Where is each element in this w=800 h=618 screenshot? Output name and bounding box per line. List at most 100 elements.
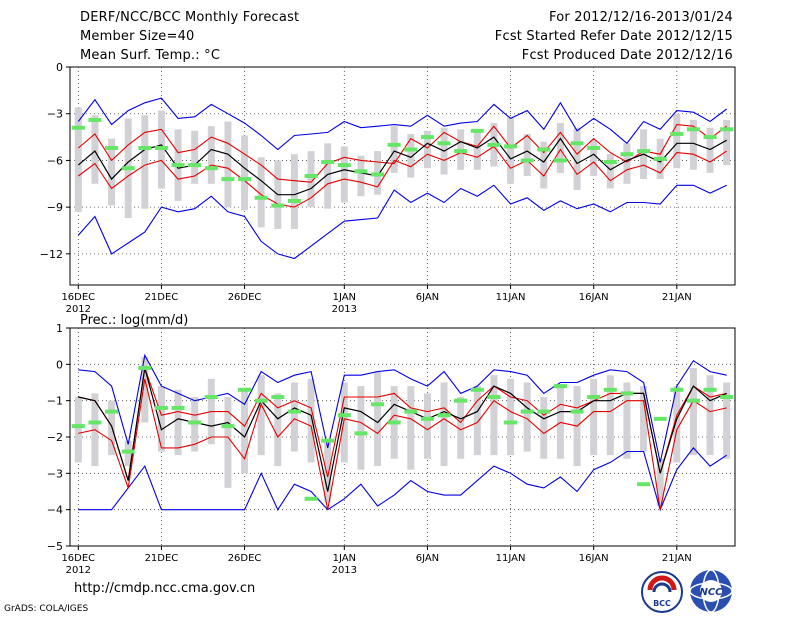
y-tick-label: −6 bbox=[47, 154, 63, 167]
precipitation-title: Prec.: log(mm/d) bbox=[80, 313, 188, 328]
observed-marker bbox=[138, 145, 152, 150]
ensemble-box bbox=[257, 375, 265, 456]
observed-marker bbox=[553, 158, 567, 163]
observed-marker bbox=[420, 416, 434, 421]
ensemble-box bbox=[91, 115, 99, 184]
ensemble-box bbox=[540, 397, 548, 459]
ensemble-box bbox=[689, 367, 697, 456]
y-tick-label: 1 bbox=[56, 322, 63, 335]
ensemble-box bbox=[623, 382, 631, 459]
observed-marker bbox=[504, 420, 518, 425]
observed-marker bbox=[653, 156, 667, 161]
lower-spread-line bbox=[77, 145, 728, 208]
max-line bbox=[78, 353, 727, 463]
observed-marker bbox=[703, 135, 717, 140]
observed-marker bbox=[504, 144, 518, 149]
x-tick-sublabel: 2012 bbox=[66, 304, 91, 315]
upper-spread-line bbox=[78, 367, 727, 481]
y-tick-label: −1 bbox=[47, 395, 63, 408]
observed-marker bbox=[254, 398, 268, 403]
observed-marker bbox=[287, 409, 301, 414]
ensemble-box bbox=[556, 123, 564, 173]
x-tick-label: 16JAN bbox=[579, 292, 609, 303]
forecast-period: For 2012/12/16-2013/01/24 bbox=[549, 10, 733, 25]
ensemble-box bbox=[723, 382, 731, 459]
observed-marker bbox=[670, 387, 684, 392]
x-tick-label: 16DEC bbox=[61, 292, 95, 303]
observed-marker bbox=[720, 395, 734, 400]
observed-marker bbox=[437, 141, 451, 146]
observed-marker bbox=[387, 420, 401, 425]
x-tick-label: 21DEC bbox=[145, 553, 179, 564]
ensemble-box bbox=[457, 397, 465, 459]
ensemble-box bbox=[473, 132, 481, 170]
observed-marker bbox=[520, 409, 534, 414]
observed-marker bbox=[570, 141, 584, 146]
observed-marker bbox=[637, 149, 651, 154]
ensemble-box bbox=[340, 382, 348, 463]
ensemble-box bbox=[423, 393, 431, 459]
observed-marker bbox=[686, 398, 700, 403]
ensemble-box bbox=[74, 397, 82, 463]
observed-marker bbox=[371, 402, 385, 407]
observed-marker bbox=[188, 420, 202, 425]
observed-marker bbox=[204, 395, 218, 400]
ensemble-box bbox=[374, 371, 382, 467]
observed-marker bbox=[686, 127, 700, 132]
ensemble-box bbox=[274, 393, 282, 467]
ensemble-box bbox=[640, 386, 648, 452]
ensemble-box bbox=[573, 127, 581, 191]
observed-marker bbox=[121, 166, 135, 171]
observed-marker bbox=[454, 149, 468, 154]
observed-marker bbox=[171, 163, 185, 168]
observed-marker bbox=[637, 482, 651, 487]
observed-marker bbox=[670, 131, 684, 136]
ensemble-box bbox=[673, 113, 681, 169]
observed-marker bbox=[154, 405, 168, 410]
ensemble-box bbox=[74, 107, 82, 212]
y-tick-label: 0 bbox=[56, 358, 63, 371]
observed-marker bbox=[720, 127, 734, 132]
observed-marker bbox=[587, 395, 601, 400]
ensemble-box bbox=[606, 375, 614, 456]
member-size: Member Size=40 bbox=[80, 29, 195, 44]
upper-spread-line bbox=[77, 124, 728, 183]
x-tick-sublabel: 2012 bbox=[66, 565, 91, 576]
observed-marker bbox=[420, 135, 434, 140]
website-link[interactable]: http://cmdp.ncc.cma.gov.cn bbox=[74, 581, 256, 596]
observed-marker bbox=[154, 145, 168, 150]
plot-frame bbox=[69, 66, 736, 286]
x-tick-label: 26DEC bbox=[228, 292, 262, 303]
observed-marker bbox=[703, 387, 717, 392]
observed-marker bbox=[105, 145, 119, 150]
observed-marker bbox=[487, 395, 501, 400]
ncc-logo-text: NCC bbox=[699, 587, 723, 598]
observed-marker bbox=[387, 142, 401, 147]
ensemble-box bbox=[423, 130, 431, 169]
observed-marker bbox=[71, 424, 85, 429]
observed-marker bbox=[105, 409, 119, 414]
observed-marker bbox=[71, 125, 85, 130]
ensemble-box bbox=[241, 135, 249, 211]
y-tick-label: −5 bbox=[47, 540, 63, 553]
ensemble-box bbox=[191, 130, 199, 184]
ensemble-box bbox=[490, 375, 498, 456]
ensemble-box bbox=[357, 386, 365, 470]
x-tick-label: 6JAN bbox=[416, 553, 439, 564]
ensemble-box bbox=[440, 382, 448, 467]
lower-spread-line bbox=[78, 378, 727, 510]
y-tick-label: −12 bbox=[40, 248, 63, 261]
ensemble-box bbox=[141, 115, 149, 209]
observed-marker bbox=[304, 174, 318, 178]
x-tick-label: 21JAN bbox=[662, 292, 692, 303]
observed-marker bbox=[271, 203, 285, 208]
ncc-logo-icon: NCC bbox=[689, 569, 733, 613]
ensemble-box bbox=[307, 151, 315, 208]
observed-marker bbox=[603, 387, 617, 392]
observed-marker bbox=[620, 391, 634, 396]
y-tick-label: −3 bbox=[47, 467, 63, 480]
ensemble-box bbox=[673, 386, 681, 463]
